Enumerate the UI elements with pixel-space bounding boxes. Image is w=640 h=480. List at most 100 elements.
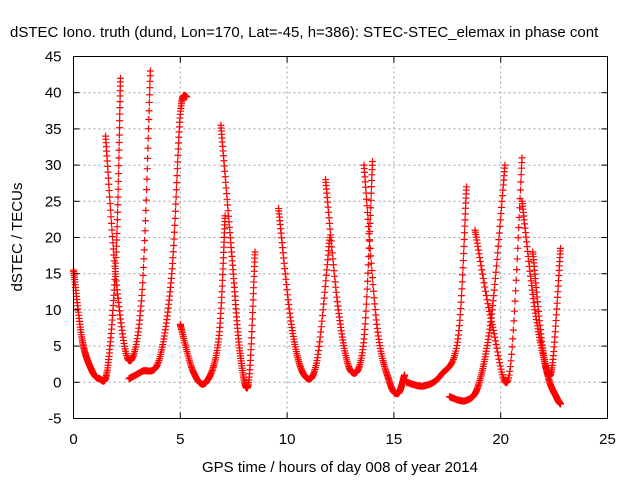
data-marker	[463, 183, 471, 191]
data-marker	[368, 274, 376, 282]
data-marker	[104, 168, 112, 176]
data-marker	[401, 371, 409, 379]
data-marker	[106, 200, 114, 208]
data-marker	[557, 244, 565, 252]
data-marker	[249, 290, 257, 298]
data-marker	[507, 357, 515, 365]
data-marker	[366, 245, 374, 253]
y-tick-label: 30	[45, 157, 62, 174]
data-marker	[491, 333, 499, 341]
series-sat-d	[176, 212, 229, 388]
data-marker	[508, 350, 516, 358]
data-marker	[518, 154, 526, 162]
data-marker	[115, 170, 123, 178]
data-marker	[248, 328, 256, 336]
data-marker	[145, 115, 153, 123]
data-marker	[493, 255, 501, 263]
data-marker	[107, 206, 115, 214]
data-marker	[460, 242, 468, 250]
data-marker	[115, 162, 123, 170]
data-series	[70, 67, 565, 408]
data-marker	[479, 270, 487, 278]
data-marker	[142, 196, 150, 204]
data-marker	[511, 297, 519, 305]
y-tick-label: 10	[45, 302, 62, 319]
data-marker	[171, 207, 179, 215]
data-marker	[370, 287, 378, 295]
data-marker	[515, 213, 523, 221]
data-marker	[494, 352, 502, 360]
data-marker	[144, 144, 152, 152]
data-marker	[107, 213, 115, 221]
data-marker	[514, 244, 522, 252]
data-marker	[141, 217, 149, 225]
data-marker	[143, 165, 151, 173]
data-marker	[140, 246, 148, 254]
x-axis-label: GPS time / hours of day 008 of year 2014	[202, 459, 478, 476]
data-marker	[474, 246, 482, 254]
data-marker	[480, 279, 488, 287]
data-marker	[113, 236, 121, 244]
data-marker	[496, 222, 504, 230]
y-tick-label: 0	[53, 374, 61, 391]
data-marker	[489, 326, 497, 334]
data-marker	[485, 307, 493, 315]
data-marker	[479, 274, 487, 282]
data-marker	[456, 311, 464, 319]
data-marker	[516, 186, 524, 194]
data-marker	[143, 175, 151, 183]
y-tick-label: 35	[45, 121, 62, 138]
data-marker	[517, 178, 525, 186]
data-marker	[248, 315, 256, 323]
data-marker	[458, 285, 466, 293]
data-marker	[369, 281, 377, 289]
data-marker	[138, 285, 146, 293]
data-marker	[461, 216, 469, 224]
data-marker	[491, 274, 499, 282]
data-marker	[143, 186, 151, 194]
data-marker	[115, 154, 123, 162]
series-sat-c	[125, 91, 191, 383]
data-marker	[320, 300, 328, 308]
data-marker	[365, 230, 373, 238]
data-marker	[364, 277, 372, 285]
data-marker	[169, 248, 177, 256]
data-marker	[362, 307, 370, 315]
data-marker	[172, 186, 180, 194]
data-marker	[510, 307, 518, 315]
data-marker	[114, 193, 122, 201]
data-marker	[483, 296, 491, 304]
data-marker	[367, 183, 375, 191]
data-marker	[108, 232, 116, 240]
data-marker	[173, 179, 181, 187]
data-marker	[449, 357, 457, 365]
data-marker	[329, 255, 337, 263]
data-marker	[459, 264, 467, 272]
data-marker	[327, 237, 335, 245]
y-tick-label: 25	[45, 193, 62, 210]
series-sat-b	[102, 67, 154, 365]
data-marker	[114, 208, 122, 216]
chart-title: dSTEC Iono. truth (dund, Lon=170, Lat=-4…	[10, 24, 599, 41]
data-marker	[366, 219, 374, 227]
data-marker	[476, 254, 484, 262]
data-marker	[114, 201, 122, 209]
data-marker	[139, 279, 147, 287]
data-marker	[170, 228, 178, 236]
data-marker	[501, 161, 509, 169]
data-marker	[495, 236, 503, 244]
data-marker	[363, 293, 371, 301]
data-marker	[460, 249, 468, 257]
data-marker	[365, 223, 373, 231]
data-marker	[146, 84, 154, 92]
data-marker	[362, 300, 370, 308]
data-marker	[461, 222, 469, 230]
data-marker	[113, 223, 121, 231]
data-marker	[459, 257, 467, 265]
data-marker	[489, 323, 497, 331]
x-tick-label: 20	[492, 431, 509, 448]
data-marker	[496, 216, 504, 224]
data-marker	[139, 263, 147, 271]
data-marker	[169, 254, 177, 262]
